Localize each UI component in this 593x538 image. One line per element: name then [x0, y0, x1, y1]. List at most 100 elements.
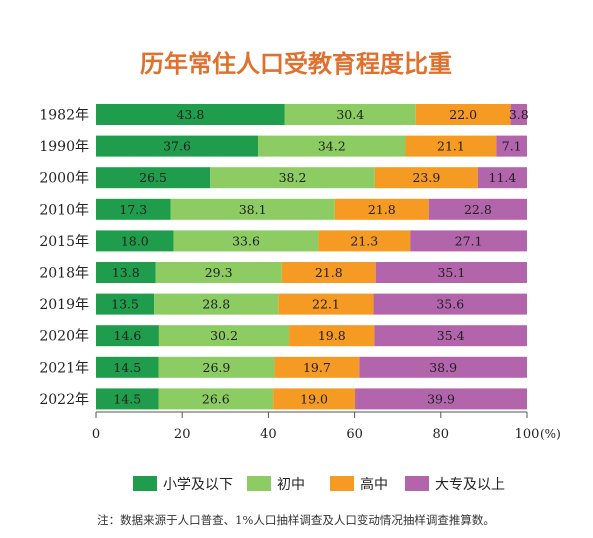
category-label: 1990年 [39, 139, 89, 155]
legend-item: 小学及以下 [133, 476, 233, 493]
bar-segment [96, 262, 156, 283]
bar-row: 2010年 17.3 38.1 21.8 22.8 [39, 198, 527, 220]
bar-value-label: 19.0 [300, 391, 328, 406]
bar-segment [96, 135, 259, 157]
bar-segment [96, 230, 174, 252]
bars-layer: 1982年 43.8 30.4 22.0 3.8 1990年 37.6 34.2 21.1 7.1… [39, 104, 529, 410]
bar-segment [258, 135, 406, 157]
legend-swatch [247, 476, 271, 491]
bar-segment [496, 135, 527, 157]
bar-segment [284, 104, 416, 125]
legend: 小学及以下 初中 高中 大专及以上 [133, 476, 505, 493]
bar-value-label: 26.9 [203, 360, 231, 375]
bar-segment [355, 388, 527, 410]
bar-segment [96, 104, 285, 125]
bar-segment [210, 167, 375, 189]
bar-value-label: 28.8 [202, 297, 230, 312]
bar-value-label: 34.2 [318, 139, 346, 154]
bar-value-label: 21.8 [315, 265, 343, 280]
category-label: 2020年 [39, 329, 89, 345]
legend-swatch [330, 476, 354, 491]
bar-segment [158, 356, 275, 378]
bar-segment [410, 230, 527, 252]
bar-value-label: 13.8 [112, 265, 140, 280]
bar-value-label: 17.3 [119, 202, 147, 217]
legend-item: 大专及以上 [405, 476, 505, 493]
bar-segment [96, 388, 159, 410]
bar-segment [510, 104, 527, 125]
legend-label: 大专及以上 [435, 477, 505, 493]
bar-row: 2019年 13.5 28.8 22.1 35.6 [39, 293, 527, 315]
bar-value-label: 38.9 [429, 360, 457, 375]
chart-title: 历年常住人口受教育程度比重 [140, 50, 452, 78]
bar-segment [96, 356, 159, 378]
bar-segment [273, 388, 356, 410]
x-tick-label: 40 [260, 427, 277, 442]
bar-segment [173, 230, 319, 252]
category-label: 1982年 [39, 108, 89, 124]
bar-row: 2015年 18.0 33.6 21.3 27.1 [39, 230, 527, 252]
bar-segment [154, 293, 279, 315]
bar-value-label: 23.9 [412, 170, 440, 185]
bar-row: 2022年 14.5 26.6 19.0 39.9 [39, 388, 527, 410]
x-axis-unit: (%) [540, 427, 561, 441]
legend-label: 小学及以下 [163, 477, 233, 493]
bar-segment [96, 325, 159, 347]
bar-value-label: 37.6 [163, 139, 191, 154]
bar-value-label: 38.2 [279, 170, 307, 185]
bar-segment [405, 135, 497, 157]
bar-segment [375, 262, 527, 283]
bar-segment [96, 293, 155, 315]
bar-row: 2018年 13.8 29.3 21.8 35.1 [39, 262, 527, 283]
bar-value-label: 11.4 [489, 170, 517, 185]
bar-segment [96, 167, 211, 189]
bar-segment [373, 293, 527, 315]
x-axis: 0 20 40 60 80 100 (%) [92, 411, 561, 442]
bar-segment [334, 198, 429, 220]
bar-segment [170, 198, 335, 220]
bar-row: 2021年 14.5 26.9 19.7 38.9 [39, 356, 527, 378]
legend-label: 初中 [277, 476, 305, 493]
category-label: 2021年 [39, 360, 89, 376]
bar-segment [278, 293, 374, 315]
legend-item: 高中 [330, 476, 388, 493]
bar-segment [374, 167, 478, 189]
x-tick-label: 20 [174, 427, 191, 442]
bar-value-label: 19.8 [318, 328, 346, 343]
bar-segment [158, 388, 274, 410]
category-label: 2010年 [39, 202, 89, 218]
bar-segment [318, 230, 411, 252]
bar-segment [281, 262, 376, 283]
bar-value-label: 19.7 [303, 360, 331, 375]
bar-value-label: 39.9 [427, 391, 455, 406]
bar-value-label: 35.1 [437, 265, 465, 280]
bar-value-label: 26.6 [202, 391, 230, 406]
bar-value-label: 27.1 [455, 233, 483, 248]
bar-value-label: 7.1 [502, 139, 522, 154]
bar-row: 1982年 43.8 30.4 22.0 3.8 [39, 104, 529, 125]
bar-segment [158, 325, 290, 347]
bar-segment [96, 198, 171, 220]
bar-segment [415, 104, 511, 125]
x-tick-label: 0 [92, 427, 100, 442]
bar-segment [155, 262, 282, 283]
bar-value-label: 21.1 [437, 139, 465, 154]
bar-value-label: 13.5 [111, 297, 139, 312]
category-label: 2019年 [39, 297, 89, 313]
bar-value-label: 14.6 [114, 328, 142, 343]
category-label: 2000年 [39, 171, 89, 187]
category-label: 2022年 [39, 392, 89, 408]
bar-value-label: 35.4 [437, 328, 465, 343]
bar-value-label: 30.2 [210, 328, 238, 343]
chart-note: 注：数据来源于人口普查、1%人口抽样调查及人口变动情况抽样调查推算数。 [97, 513, 495, 527]
legend-item: 初中 [247, 476, 305, 493]
bar-value-label: 21.8 [368, 202, 396, 217]
bar-value-label: 14.5 [113, 391, 141, 406]
x-tick-label: 60 [346, 427, 363, 442]
bar-row: 1990年 37.6 34.2 21.1 7.1 [39, 135, 527, 157]
bar-value-label: 33.6 [232, 233, 260, 248]
bar-value-label: 22.0 [449, 107, 477, 122]
bar-segment [428, 198, 527, 220]
bar-value-label: 3.8 [509, 107, 529, 122]
